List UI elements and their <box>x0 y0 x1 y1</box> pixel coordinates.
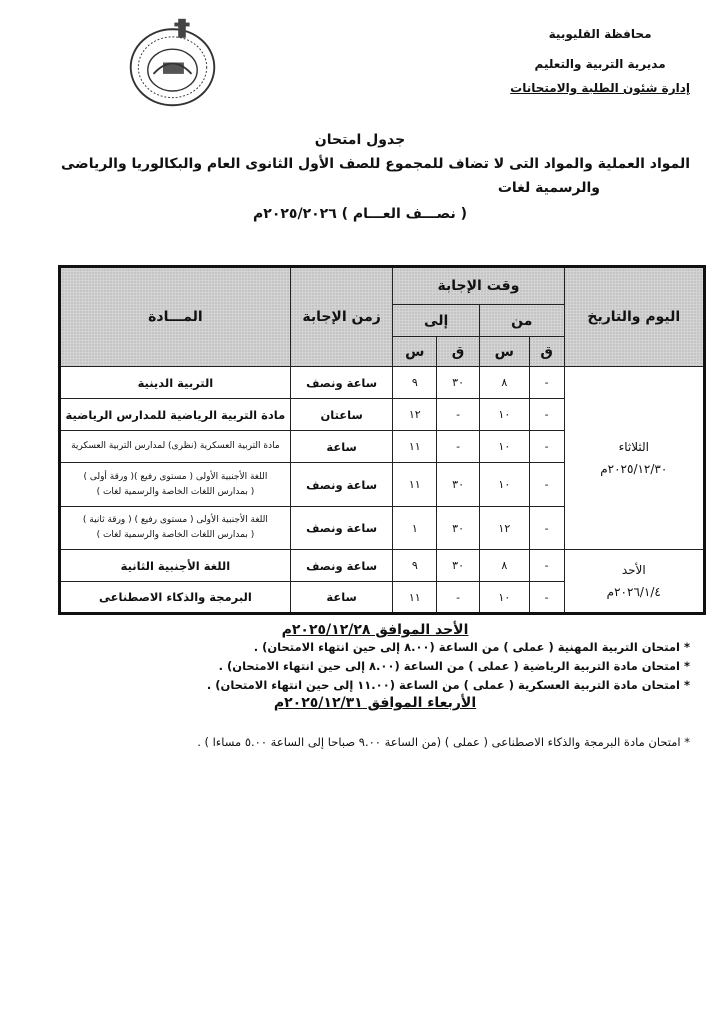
from-minute: - <box>528 549 565 582</box>
subject: اللغة الأجنبية الأولى ( مستوى رفيع ) ( و… <box>59 506 291 550</box>
table-row: - ١٠ - ١١ ساعة البرمجة والذكاء الاصطناعى <box>59 581 705 614</box>
header-to: إلى <box>392 304 480 337</box>
subject: البرمجة والذكاء الاصطناعى <box>59 581 291 614</box>
day-name: الثلاثاء <box>618 440 649 454</box>
subject: مادة التربية العسكرية (نظرى) لمدارس التر… <box>59 430 291 463</box>
department-name: إدارة شئون الطلبة والامتحانات <box>510 81 690 95</box>
to-hour: ١١ <box>392 430 438 463</box>
section-title-wednesday: الأربعاء الموافق ٢٠٢٥/١٢/٣١م <box>273 695 477 711</box>
practical-exams-notes: الأحد الموافق ٢٠٢٥/١٢/٢٨م * امتحان الترب… <box>60 622 690 752</box>
from-minute: - <box>528 462 565 507</box>
to-minute: ٣٠ <box>436 549 480 582</box>
table-row: - ١٠ - ١٢ ساعتان مادة التربية الرياضية ل… <box>59 398 705 431</box>
subject: اللغة الأجنبية الأولى ( مستوى رفيع )( ور… <box>59 462 291 507</box>
day-cell: الأحد ٢٠٢٦/١/٤م <box>563 549 706 614</box>
header-duration: زمن الإجابة <box>289 266 394 367</box>
duration: ساعة ونصف <box>289 366 394 399</box>
table-row: الثلاثاء ٢٠٢٥/١٢/٣٠م - ٨ ٣٠ ٩ ساعة ونصف … <box>59 366 706 550</box>
to-hour: ٩ <box>392 366 438 399</box>
from-minute: - <box>528 366 565 399</box>
header-from: من <box>478 304 565 337</box>
directorate-name: مديرية التربية والتعليم <box>534 57 666 71</box>
day-date: ٢٠٢٦/١/٤م <box>606 585 661 599</box>
header-subject: المـــادة <box>59 266 291 367</box>
from-hour: ١٠ <box>478 398 530 431</box>
note-item: * امتحان مادة التربية العسكرية ( عملى ) … <box>206 678 690 692</box>
from-minute: - <box>528 430 565 463</box>
subject-note: ( بمدارس اللغات الخاصة والرسمية لغات ) <box>96 486 255 497</box>
from-minute: - <box>528 398 565 431</box>
duration: ساعة ونصف <box>289 506 394 550</box>
to-hour: ١١ <box>392 581 438 614</box>
to-hour: ١١ <box>392 462 438 507</box>
note-item: * امتحان مادة التربية الرياضية ( عملى ) … <box>218 659 690 673</box>
header-to-minute: ق <box>436 336 480 367</box>
table-row: الأحد ٢٠٢٦/١/٤م - ٨ ٣٠ ٩ ساعة ونصف اللغة… <box>59 549 706 614</box>
header-from-minute: ق <box>528 336 565 367</box>
document-subtitle: المواد العملية والمواد التى لا تضاف للمج… <box>61 156 690 172</box>
day-date: ٢٠٢٥/١٢/٣٠م <box>600 462 668 476</box>
from-hour: ١٢ <box>478 506 530 550</box>
to-minute: ٣٠ <box>436 462 480 507</box>
duration: ساعة ونصف <box>289 462 394 507</box>
from-minute: - <box>528 581 565 614</box>
to-hour: ٩ <box>392 549 438 582</box>
exam-schedule-table: اليوم والتاريخ وقت الإجابة زمن الإجابة ا… <box>58 265 706 615</box>
document-title: جدول امتحان <box>314 132 406 148</box>
from-hour: ٨ <box>478 549 530 582</box>
day-name: الأحد <box>621 563 646 577</box>
section-title-sunday: الأحد الموافق ٢٠٢٥/١٢/٢٨م <box>281 622 469 638</box>
header-from-hour: س <box>478 336 530 367</box>
to-hour: ١٢ <box>392 398 438 431</box>
duration: ساعة <box>289 581 394 614</box>
subject: التربية الدينية <box>59 366 291 399</box>
to-minute: ٣٠ <box>436 506 480 550</box>
header-day-date: اليوم والتاريخ <box>563 266 706 367</box>
from-hour: ١٠ <box>478 462 530 507</box>
to-hour: ١ <box>392 506 438 550</box>
duration: ساعة <box>289 430 394 463</box>
header-answer-time: وقت الإجابة <box>392 266 565 305</box>
letterhead: محافظة القليوبية مديرية التربية والتعليم… <box>510 22 690 100</box>
from-minute: - <box>528 506 565 550</box>
governorate-seal-icon <box>129 18 216 107</box>
term-label: ( نصـــف العـــام ) ٢٠٢٥/٢٠٢٦م <box>253 206 467 222</box>
subject-note: ( بمدارس اللغات الخاصة والرسمية لغات ) <box>96 530 255 540</box>
governorate-name: محافظة القليوبية <box>548 27 652 41</box>
header-to-hour: س <box>392 336 438 367</box>
to-minute: - <box>436 398 480 431</box>
day-cell: الثلاثاء ٢٠٢٥/١٢/٣٠م <box>563 366 706 550</box>
to-minute: - <box>436 430 480 463</box>
from-hour: ٨ <box>478 366 530 399</box>
from-hour: ١٠ <box>478 430 530 463</box>
to-minute: - <box>436 581 480 614</box>
to-minute: ٣٠ <box>436 366 480 399</box>
subject-line: اللغة الأجنبية الأولى ( مستوى رفيع )( ور… <box>83 471 268 482</box>
note-item: * امتحان مادة البرمجة والذكاء الاصطناعى … <box>197 735 690 749</box>
from-hour: ١٠ <box>478 581 530 614</box>
duration: ساعتان <box>289 398 394 431</box>
duration: ساعة ونصف <box>289 549 394 582</box>
document-subtitle-cont: والرسمية لغات <box>497 180 600 196</box>
subject-line: اللغة الأجنبية الأولى ( مستوى رفيع ) ( و… <box>82 515 268 525</box>
note-item: * امتحان التربية المهنية ( عملى ) من الس… <box>253 640 690 654</box>
subject: مادة التربية الرياضية للمدارس الرياضية <box>59 398 291 431</box>
subject: اللغة الأجنبية الثانية <box>59 549 291 582</box>
